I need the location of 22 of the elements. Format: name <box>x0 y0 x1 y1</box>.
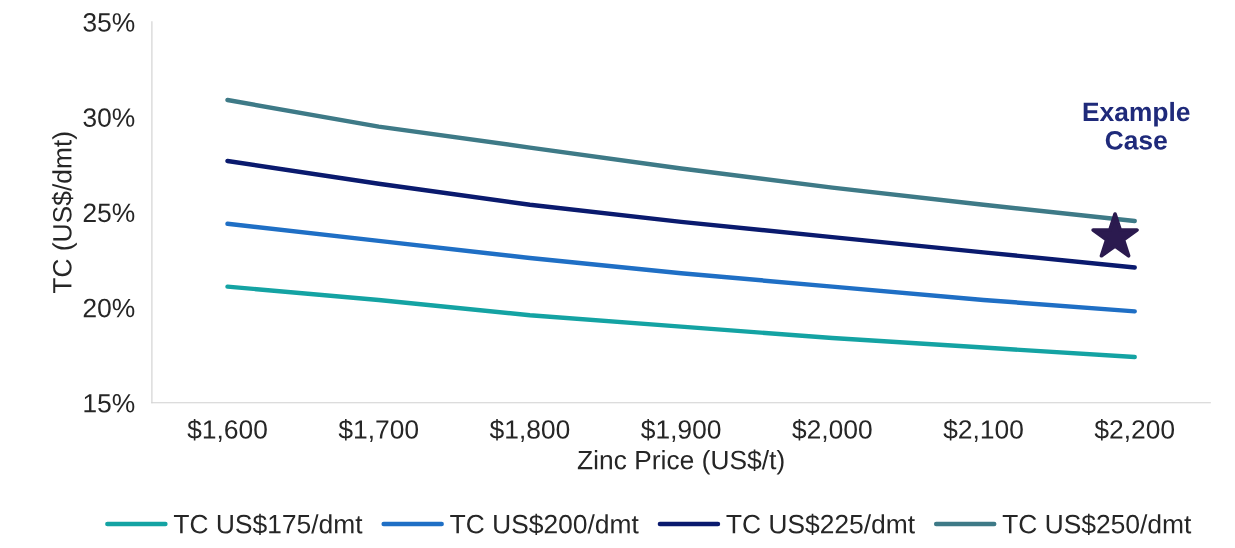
line-series <box>225 158 1137 270</box>
legend-label: TC US$225/dmt <box>726 513 915 536</box>
annotation: Example Case <box>1083 101 1190 150</box>
y-tick-label: 30% <box>83 108 135 127</box>
x-tick-label: $2,100 <box>943 419 1023 442</box>
x-tick-label: $1,600 <box>187 419 267 442</box>
x-axis-title: Zinc Price (US$/t) <box>577 449 784 475</box>
legend-label: TC US$175/dmt <box>173 513 363 536</box>
x-tick-label: $2,200 <box>1094 419 1175 442</box>
y-tick-label: 20% <box>83 298 135 318</box>
line-series <box>225 284 1137 360</box>
x-tick-label: $2,000 <box>792 419 872 442</box>
y-tick-label: 25% <box>83 203 135 223</box>
x-tick-label: $1,700 <box>338 419 419 442</box>
legend-label: TC US$200/dmt <box>450 513 639 536</box>
y-axis-title: TC (US$/dmt) <box>51 132 77 294</box>
legend-label: TC US$250/dmt <box>1002 513 1192 536</box>
x-tick-label: $1,800 <box>489 419 570 442</box>
y-tick-label: 35% <box>83 13 135 32</box>
y-tick-label: 15% <box>84 394 135 413</box>
line-series <box>225 221 1137 314</box>
x-tick-label: $1,900 <box>641 419 721 442</box>
